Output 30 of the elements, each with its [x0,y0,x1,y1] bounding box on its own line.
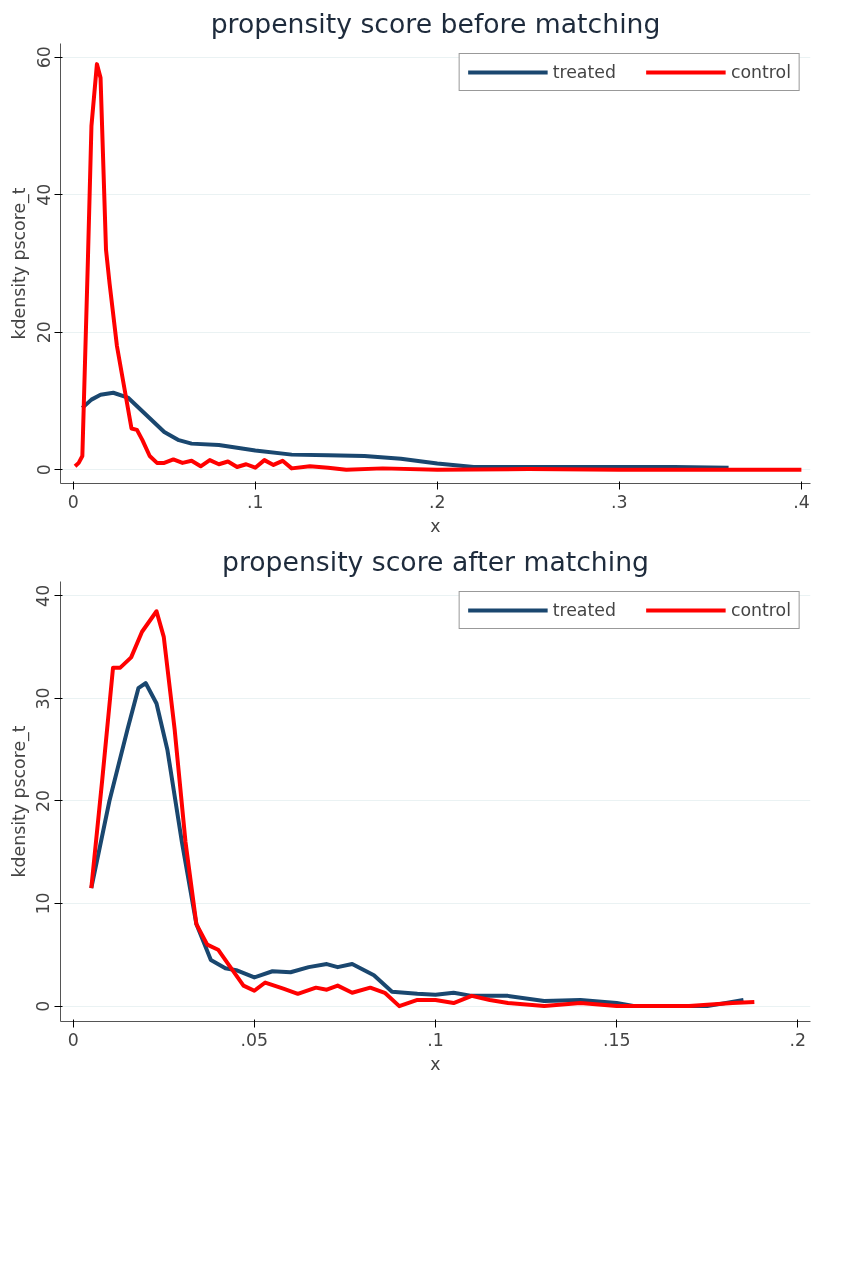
y-tick-label: 30 [33,687,54,710]
x-tick-label: .05 [240,1029,269,1050]
y-tick-label: 40 [33,183,54,206]
x-tick-label: .1 [247,491,264,512]
legend-label: control [730,62,791,82]
x-tick-label: 0 [67,491,79,512]
chart-title: propensity score before matching [210,7,661,39]
x-tick-label: .2 [789,1029,807,1050]
x-tick-label: .1 [427,1029,444,1050]
legend-label: treated [552,600,616,620]
y-tick-label: 0 [33,1000,54,1012]
legend-label: treated [552,62,616,82]
legend-label: control [730,600,791,620]
y-axis-title: kdensity pscore_t [8,187,30,340]
y-tick-label: 20 [33,321,54,344]
x-tick-label: .4 [793,491,810,512]
x-tick-label: .3 [611,491,628,512]
y-tick-label: 10 [33,892,54,915]
x-tick-label: .15 [602,1029,631,1050]
x-tick-label: .2 [429,491,446,512]
x-tick-label: 0 [67,1029,79,1050]
y-axis-title: kdensity pscore_t [8,725,30,878]
y-tick-label: 60 [33,46,54,69]
y-tick-label: 20 [33,789,54,813]
x-axis-title: x [430,1053,441,1074]
x-axis-title: x [430,515,441,536]
y-tick-label: 0 [33,464,54,476]
line-series [73,62,804,472]
y-tick-label: 40 [33,584,54,607]
chart-title: propensity score after matching [222,545,649,577]
